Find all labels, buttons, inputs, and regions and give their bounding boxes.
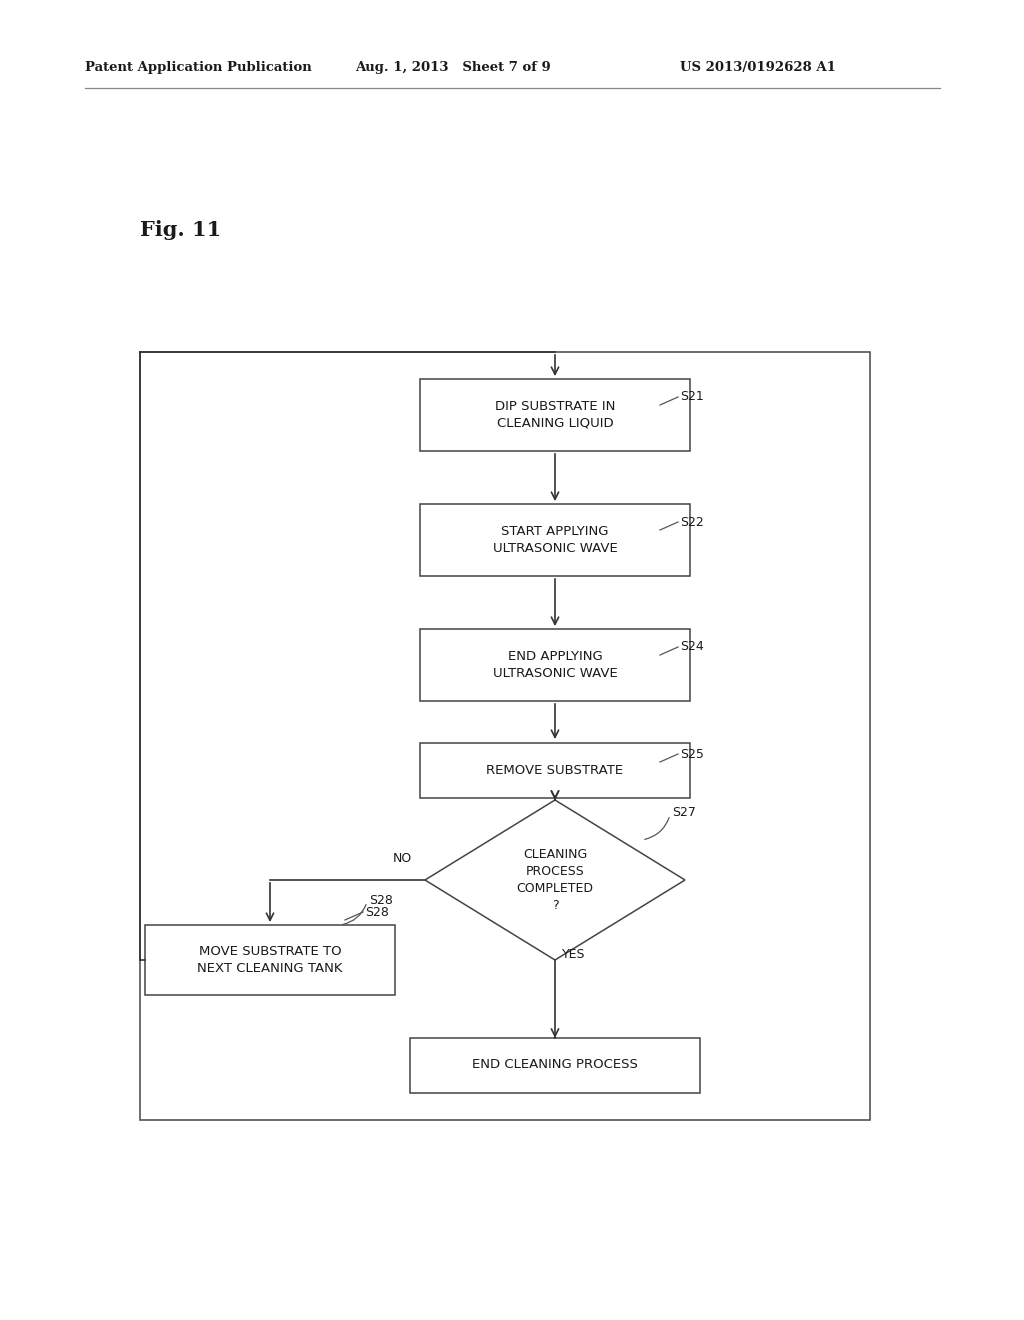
Text: Patent Application Publication: Patent Application Publication — [85, 62, 311, 74]
Bar — [145, 925, 395, 995]
Text: Fig. 11: Fig. 11 — [140, 220, 221, 240]
Text: S21: S21 — [680, 391, 703, 404]
Text: US 2013/0192628 A1: US 2013/0192628 A1 — [680, 62, 836, 74]
Text: YES: YES — [562, 949, 586, 961]
Text: S28: S28 — [369, 894, 393, 907]
Text: S28: S28 — [365, 906, 389, 919]
Bar — [410, 1038, 700, 1093]
Bar — [140, 352, 870, 1119]
Bar — [420, 504, 690, 576]
Text: MOVE SUBSTRATE TO
NEXT CLEANING TANK: MOVE SUBSTRATE TO NEXT CLEANING TANK — [198, 945, 343, 975]
Text: END CLEANING PROCESS: END CLEANING PROCESS — [472, 1059, 638, 1072]
Bar — [420, 379, 690, 451]
Text: Aug. 1, 2013   Sheet 7 of 9: Aug. 1, 2013 Sheet 7 of 9 — [355, 62, 551, 74]
Text: END APPLYING
ULTRASONIC WAVE: END APPLYING ULTRASONIC WAVE — [493, 649, 617, 680]
Text: DIP SUBSTRATE IN
CLEANING LIQUID: DIP SUBSTRATE IN CLEANING LIQUID — [495, 400, 615, 430]
Text: S27: S27 — [672, 805, 696, 818]
Bar — [420, 630, 690, 701]
Text: START APPLYING
ULTRASONIC WAVE: START APPLYING ULTRASONIC WAVE — [493, 525, 617, 554]
Text: CLEANING
PROCESS
COMPLETED
?: CLEANING PROCESS COMPLETED ? — [516, 847, 594, 912]
Text: S25: S25 — [680, 747, 703, 760]
Text: NO: NO — [393, 851, 413, 865]
Text: S24: S24 — [680, 640, 703, 653]
Polygon shape — [425, 800, 685, 960]
Text: REMOVE SUBSTRATE: REMOVE SUBSTRATE — [486, 763, 624, 776]
Text: S22: S22 — [680, 516, 703, 528]
Bar — [420, 742, 690, 797]
